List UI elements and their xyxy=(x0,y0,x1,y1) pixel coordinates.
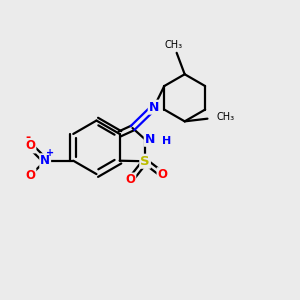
Text: S: S xyxy=(140,155,150,168)
Text: O: O xyxy=(26,140,35,152)
Text: N: N xyxy=(145,133,155,146)
Text: O: O xyxy=(125,173,135,187)
Text: O: O xyxy=(26,169,35,182)
Text: +: + xyxy=(46,148,54,158)
Text: N: N xyxy=(149,101,159,114)
Text: CH₃: CH₃ xyxy=(217,112,235,122)
Text: CH₃: CH₃ xyxy=(165,40,183,50)
Text: N: N xyxy=(40,154,50,167)
Text: H: H xyxy=(162,136,171,146)
Text: -: - xyxy=(25,131,30,144)
Text: O: O xyxy=(158,168,167,181)
